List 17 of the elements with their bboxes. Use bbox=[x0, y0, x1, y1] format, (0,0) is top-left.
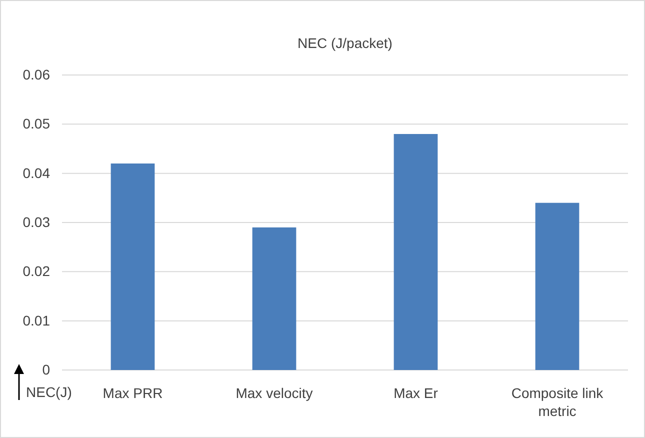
y-tick-label: 0 bbox=[42, 361, 50, 378]
bar bbox=[394, 134, 438, 370]
y-tick-label: 0.06 bbox=[22, 66, 50, 82]
x-tick-label: Max Er bbox=[394, 385, 438, 401]
y-tick-label: 0.02 bbox=[22, 263, 50, 280]
y-tick-label: 0.01 bbox=[22, 312, 50, 328]
chart-title: NEC (J/packet) bbox=[298, 35, 392, 51]
bar bbox=[252, 227, 296, 370]
x-tick-label: Max PRR bbox=[102, 385, 163, 401]
y-tick-label: 0.03 bbox=[22, 214, 50, 230]
bar bbox=[110, 164, 155, 370]
y-tick-label: 0.05 bbox=[22, 116, 50, 132]
bar bbox=[535, 202, 580, 370]
x-tick-label: Max velocity bbox=[236, 385, 313, 401]
y-axis-title: NEC(J) bbox=[26, 384, 72, 400]
x-tick-label: Composite link metric bbox=[511, 385, 604, 419]
y-tick-label: 0.04 bbox=[22, 164, 50, 181]
